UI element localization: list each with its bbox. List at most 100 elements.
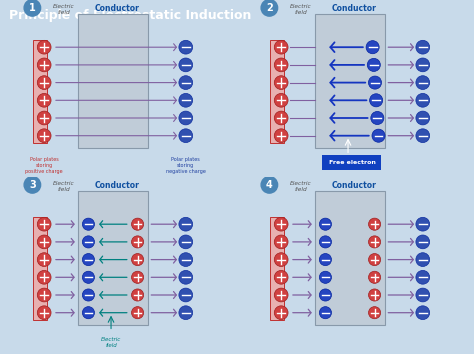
Circle shape: [416, 58, 429, 72]
Text: Conductor: Conductor: [331, 181, 376, 190]
Circle shape: [274, 58, 288, 72]
Circle shape: [261, 0, 278, 16]
Circle shape: [416, 306, 429, 320]
Circle shape: [274, 288, 288, 302]
Circle shape: [82, 218, 94, 230]
Circle shape: [24, 177, 41, 193]
Circle shape: [319, 289, 331, 301]
Circle shape: [368, 76, 382, 89]
Circle shape: [37, 40, 51, 54]
Circle shape: [37, 235, 51, 249]
Circle shape: [416, 76, 429, 90]
Text: 3: 3: [29, 180, 36, 190]
Circle shape: [82, 236, 94, 248]
Circle shape: [37, 253, 51, 267]
Circle shape: [179, 270, 192, 284]
Circle shape: [131, 236, 144, 248]
Circle shape: [368, 307, 381, 319]
Circle shape: [319, 271, 331, 283]
Circle shape: [179, 306, 192, 320]
Circle shape: [370, 94, 383, 107]
Circle shape: [37, 306, 51, 320]
Text: 1: 1: [29, 3, 36, 13]
Circle shape: [37, 288, 51, 302]
Circle shape: [179, 76, 192, 90]
Circle shape: [372, 129, 385, 142]
Text: 4: 4: [266, 180, 273, 190]
Text: Free electron: Free electron: [328, 160, 375, 165]
Text: Polar plates
storing
positive charge: Polar plates storing positive charge: [25, 157, 63, 174]
Text: Conductor: Conductor: [94, 181, 139, 190]
Circle shape: [368, 218, 381, 230]
Circle shape: [274, 235, 288, 249]
Circle shape: [366, 41, 379, 54]
Bar: [315, 14, 385, 148]
Circle shape: [179, 40, 192, 54]
Bar: [270, 217, 284, 320]
Circle shape: [319, 218, 331, 230]
Circle shape: [274, 253, 288, 267]
Circle shape: [179, 58, 192, 72]
Circle shape: [416, 253, 429, 267]
Circle shape: [274, 129, 288, 143]
Circle shape: [37, 111, 51, 125]
Circle shape: [416, 93, 429, 107]
Circle shape: [319, 236, 331, 248]
Circle shape: [368, 253, 381, 266]
Circle shape: [368, 289, 381, 301]
Text: Conductor: Conductor: [94, 4, 139, 13]
Text: Principle of Electrostatic Induction: Principle of Electrostatic Induction: [9, 10, 252, 22]
Bar: [270, 40, 284, 143]
Text: 2: 2: [266, 3, 273, 13]
Text: Electric
field: Electric field: [101, 337, 121, 348]
Circle shape: [131, 271, 144, 283]
Circle shape: [179, 235, 192, 249]
Circle shape: [131, 218, 144, 230]
Circle shape: [274, 217, 288, 231]
Circle shape: [416, 270, 429, 284]
Circle shape: [274, 111, 288, 125]
Circle shape: [131, 307, 144, 319]
Circle shape: [367, 58, 380, 72]
Circle shape: [416, 235, 429, 249]
Text: Electric
field: Electric field: [290, 181, 312, 192]
Bar: [315, 191, 385, 325]
Circle shape: [82, 289, 94, 301]
Circle shape: [261, 177, 278, 193]
Circle shape: [37, 93, 51, 107]
Circle shape: [274, 93, 288, 107]
Circle shape: [371, 112, 384, 125]
Circle shape: [416, 288, 429, 302]
Text: Polar plates
storing
negative charge: Polar plates storing negative charge: [166, 157, 206, 174]
Circle shape: [416, 40, 429, 54]
Circle shape: [416, 217, 429, 231]
Circle shape: [82, 307, 94, 319]
Circle shape: [319, 307, 331, 319]
Circle shape: [274, 306, 288, 320]
Bar: [78, 191, 148, 325]
Circle shape: [37, 58, 51, 72]
Circle shape: [179, 288, 192, 302]
Circle shape: [24, 0, 41, 16]
Bar: [33, 40, 47, 143]
Circle shape: [37, 129, 51, 143]
Circle shape: [368, 236, 381, 248]
Circle shape: [179, 253, 192, 267]
Circle shape: [416, 111, 429, 125]
Text: Conductor: Conductor: [331, 4, 376, 13]
Bar: [322, 155, 382, 170]
Circle shape: [274, 40, 288, 54]
Circle shape: [131, 289, 144, 301]
Circle shape: [37, 76, 51, 90]
Bar: [33, 217, 47, 320]
Circle shape: [179, 93, 192, 107]
Circle shape: [319, 253, 331, 266]
Circle shape: [274, 76, 288, 90]
Circle shape: [37, 270, 51, 284]
Circle shape: [131, 253, 144, 266]
Circle shape: [37, 217, 51, 231]
Text: Electric
field: Electric field: [53, 4, 75, 15]
Circle shape: [82, 253, 94, 266]
Bar: [78, 14, 148, 148]
Circle shape: [274, 270, 288, 284]
